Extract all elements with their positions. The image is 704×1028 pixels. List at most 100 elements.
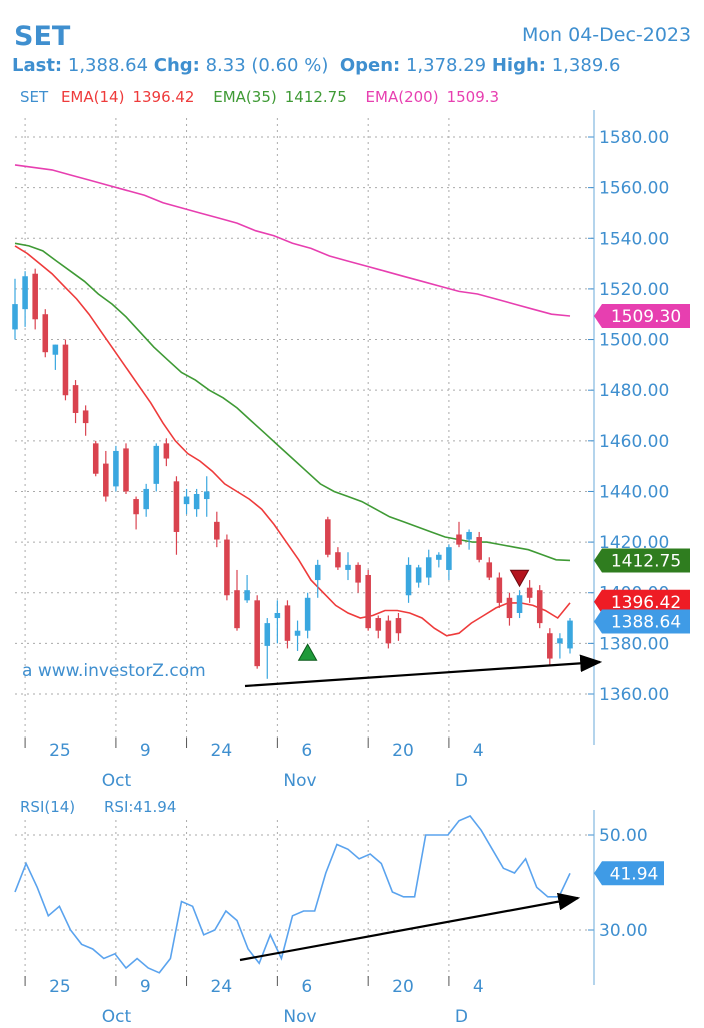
price-y-tick-label: 1540.00 <box>599 229 669 249</box>
last-value-tag-text: 1388.64 <box>611 612 681 632</box>
candle-body <box>536 590 543 624</box>
symbol-title: SET <box>14 21 71 52</box>
legend-ema14-value: 1396.42 <box>132 88 195 106</box>
last-value-tag: 1396.42 <box>594 589 690 614</box>
candle-body <box>214 521 220 540</box>
price-x-tick-label: 4 <box>473 741 484 761</box>
candle-body <box>355 564 361 583</box>
candle-body <box>415 567 422 583</box>
ema200-line <box>14 164 571 317</box>
legend-ema35-label: EMA(35) <box>213 88 277 106</box>
rsi-x-tick-label: 20 <box>392 977 414 997</box>
rsi-x-tick-label: 24 <box>211 977 233 997</box>
candle-body <box>294 630 301 636</box>
rsi-x-tick-label: 6 <box>301 977 312 997</box>
buy-signal-marker <box>297 643 318 661</box>
last-value-tag: 1412.75 <box>594 548 690 573</box>
candle-body <box>476 537 482 560</box>
rsi-last-value-tag-bg <box>594 861 664 886</box>
candle-body <box>345 564 351 570</box>
candle-body <box>567 620 573 649</box>
quote-line: Last: 1,388.64 Chg: 8.33 (0.60 %) Open: … <box>12 55 620 76</box>
candle-body <box>244 590 250 601</box>
rsi-y-tick-label: 30.00 <box>599 921 648 941</box>
candle-body <box>506 597 513 619</box>
candle-body <box>405 564 412 596</box>
open-label: Open: <box>339 55 401 76</box>
legend-set: SET <box>20 88 49 106</box>
candle-body <box>52 344 59 355</box>
candle-body <box>22 276 28 310</box>
chart-date: Mon 04-Dec-2023 <box>522 24 692 46</box>
candle-body <box>274 612 281 619</box>
last-value-tag-text: 1509.30 <box>611 307 681 327</box>
rsi-x-month-label: Nov <box>283 1007 316 1027</box>
price-trend-arrow <box>244 654 603 688</box>
candle-body <box>42 314 49 353</box>
price-x-tick-label: 6 <box>301 741 312 761</box>
price-y-tick-label: 1480.00 <box>599 381 669 401</box>
ema35-line <box>14 242 571 562</box>
last-value-tag-bg <box>594 548 690 573</box>
price-y-tick-label: 1500.00 <box>599 331 669 351</box>
price-x-month-label: Oct <box>102 771 132 791</box>
candle-body <box>466 531 472 540</box>
candle-body <box>234 590 240 629</box>
open-value: 1,378.29 <box>405 55 487 76</box>
candle-body <box>32 273 38 320</box>
price-x-tick-label: 25 <box>49 741 71 761</box>
price-y-tick-label: 1440.00 <box>599 482 669 502</box>
rsi-last-value-tag-text: 41.94 <box>610 864 659 884</box>
candle-body <box>143 488 149 510</box>
price-x-month-label: Nov <box>283 771 316 791</box>
candle-body <box>62 344 69 396</box>
candle-body <box>193 493 200 510</box>
candle-body <box>254 600 260 667</box>
candle-body <box>425 557 432 578</box>
high-label: High: <box>491 55 546 76</box>
candle-body <box>153 445 160 484</box>
candle-body <box>92 443 99 474</box>
candle-body <box>335 552 341 568</box>
rsi-last-value-tag: 41.94 <box>594 861 664 886</box>
rsi-x-tick-label: 4 <box>473 977 484 997</box>
candle-body <box>203 491 210 500</box>
candle-body <box>325 519 331 555</box>
price-x-tick-label: 9 <box>140 741 151 761</box>
last-value-tag-text: 1412.75 <box>611 551 681 571</box>
chg-label: Chg: <box>153 55 200 76</box>
price-y-tick-label: 1580.00 <box>599 128 669 148</box>
rsi-y-tick-label: 50.00 <box>599 826 648 846</box>
candle-body <box>436 554 442 560</box>
candle-body <box>516 595 523 613</box>
last-value: 1,388.64 <box>67 55 149 76</box>
candle-body <box>526 587 533 598</box>
legend-ema14-label: EMA(14) <box>60 88 125 106</box>
last-value-tag-text: 1396.42 <box>611 593 681 613</box>
candle-body <box>133 499 139 515</box>
candle-body <box>123 448 129 492</box>
rsi-x-month-label: D <box>455 1007 468 1027</box>
sell-signal-marker <box>509 569 530 588</box>
rsi-x-tick-label: 25 <box>49 977 71 997</box>
price-y-tick-label: 1460.00 <box>599 432 669 452</box>
chg-value: 8.33 (0.60 %) <box>205 55 329 76</box>
candle-body <box>456 534 462 545</box>
last-value-tag-bg <box>594 589 690 614</box>
candle-body <box>385 620 392 644</box>
candle-body <box>173 481 180 532</box>
last-value-tag-bg <box>594 303 690 328</box>
candle-body <box>365 575 371 629</box>
price-y-tick-label: 1560.00 <box>599 179 669 199</box>
legend-ema35-value: 1412.75 <box>284 88 347 106</box>
candle-body <box>486 562 493 578</box>
candle-body <box>82 410 89 424</box>
price-y-tick-label: 1520.00 <box>599 280 669 300</box>
price-x-month-label: D <box>455 771 468 791</box>
legend-ema200-label: EMA(200) <box>365 88 439 106</box>
last-label: Last: <box>12 55 63 76</box>
last-value-tag-bg <box>594 609 690 634</box>
price-x-tick-label: 20 <box>392 741 414 761</box>
candle-body <box>183 496 190 505</box>
high-value: 1,389.6 <box>551 55 621 76</box>
